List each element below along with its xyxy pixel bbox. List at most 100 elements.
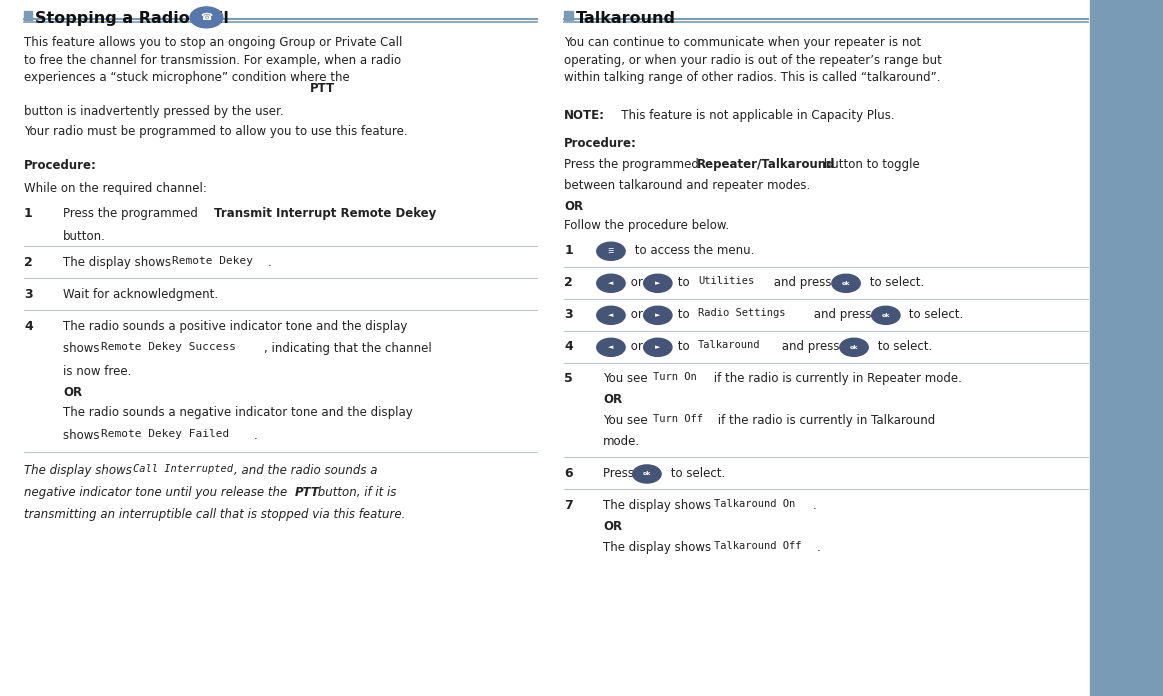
Text: 1: 1 — [24, 207, 33, 221]
Text: The radio sounds a positive indicator tone and the display: The radio sounds a positive indicator to… — [63, 320, 407, 333]
Text: Your radio must be programmed to allow you to use this feature.: Your radio must be programmed to allow y… — [24, 125, 407, 139]
Circle shape — [633, 465, 661, 483]
Circle shape — [832, 274, 861, 292]
Text: Remote Dekey: Remote Dekey — [172, 256, 254, 266]
Text: Receiving and Making Calls: Receiving and Making Calls — [1119, 225, 1137, 471]
Circle shape — [190, 7, 223, 28]
Text: Turn On: Turn On — [654, 372, 697, 382]
Text: if the radio is currently in Talkaround: if the radio is currently in Talkaround — [714, 414, 936, 427]
Text: to select.: to select. — [873, 340, 932, 354]
Text: 1: 1 — [564, 244, 573, 258]
Circle shape — [643, 338, 672, 356]
Text: Procedure:: Procedure: — [24, 159, 97, 172]
Text: shows: shows — [63, 342, 104, 356]
Circle shape — [597, 274, 626, 292]
Text: to: to — [675, 276, 693, 290]
Text: Remote Dekey Failed: Remote Dekey Failed — [101, 429, 229, 438]
Text: You see: You see — [604, 372, 651, 386]
Text: The display shows: The display shows — [24, 464, 136, 477]
Text: ►: ► — [655, 345, 661, 350]
Text: if the radio is currently in Repeater mode.: if the radio is currently in Repeater mo… — [711, 372, 962, 386]
Text: ◄: ◄ — [608, 313, 614, 318]
Text: to: to — [675, 340, 693, 354]
Text: ☰: ☰ — [608, 248, 614, 254]
Text: Press: Press — [604, 467, 638, 480]
Text: Remote Dekey Success: Remote Dekey Success — [101, 342, 236, 352]
Text: This feature is not applicable in Capacity Plus.: This feature is not applicable in Capaci… — [609, 109, 894, 122]
Text: .: . — [813, 499, 816, 512]
Text: Radio Settings: Radio Settings — [698, 308, 786, 318]
Circle shape — [597, 306, 626, 324]
Text: NOTE:: NOTE: — [564, 109, 605, 122]
Text: While on the required channel:: While on the required channel: — [24, 182, 207, 196]
Text: You can continue to communicate when your repeater is not
operating, or when you: You can continue to communicate when you… — [564, 36, 942, 84]
Text: Turn Off: Turn Off — [654, 414, 704, 424]
Text: The radio sounds a negative indicator tone and the display: The radio sounds a negative indicator to… — [63, 406, 413, 420]
Text: .: . — [254, 429, 258, 442]
Circle shape — [643, 274, 672, 292]
Text: OR: OR — [564, 200, 583, 213]
Text: .: . — [816, 541, 821, 554]
Circle shape — [872, 306, 900, 324]
Text: ◄: ◄ — [608, 345, 614, 350]
Text: ok: ok — [882, 313, 890, 318]
Text: to access the menu.: to access the menu. — [630, 244, 754, 258]
Text: mode.: mode. — [604, 435, 641, 448]
Text: Talkaround On: Talkaround On — [714, 499, 795, 509]
Text: and press: and press — [778, 340, 843, 354]
Text: Follow the procedure below.: Follow the procedure below. — [564, 219, 729, 232]
Text: 4: 4 — [564, 340, 573, 354]
Text: Wait for acknowledgment.: Wait for acknowledgment. — [63, 288, 219, 301]
Text: ◄: ◄ — [608, 280, 614, 286]
Text: OR: OR — [604, 393, 622, 406]
Text: PTT: PTT — [309, 82, 335, 95]
Circle shape — [643, 306, 672, 324]
Text: to: to — [675, 308, 693, 322]
Text: Talkaround Off: Talkaround Off — [714, 541, 802, 551]
Text: negative indicator tone until you release the: negative indicator tone until you releas… — [24, 486, 291, 499]
Text: 6: 6 — [564, 467, 572, 480]
Text: or: or — [627, 308, 647, 322]
Text: 5: 5 — [564, 372, 573, 386]
Circle shape — [597, 338, 626, 356]
Text: button, if it is: button, if it is — [314, 486, 397, 499]
Text: PTT: PTT — [294, 486, 319, 499]
Text: button is inadvertently pressed by the user.: button is inadvertently pressed by the u… — [24, 105, 284, 118]
Text: or: or — [627, 340, 647, 354]
Bar — [564, 11, 572, 20]
Circle shape — [840, 338, 869, 356]
Text: ☎: ☎ — [200, 13, 213, 22]
Text: 7: 7 — [564, 499, 573, 512]
Text: shows: shows — [63, 429, 104, 442]
Text: The display shows: The display shows — [604, 541, 715, 554]
Text: 4: 4 — [24, 320, 33, 333]
Text: ok: ok — [643, 471, 651, 477]
Text: Talkaround: Talkaround — [576, 11, 676, 26]
Text: is now free.: is now free. — [63, 365, 131, 378]
Text: Press the programmed: Press the programmed — [564, 158, 702, 171]
Circle shape — [597, 242, 626, 260]
Text: 25: 25 — [1110, 644, 1144, 668]
Text: 3: 3 — [564, 308, 572, 322]
Text: 2: 2 — [564, 276, 573, 290]
Text: to select.: to select. — [865, 276, 923, 290]
Text: Repeater/Talkaround: Repeater/Talkaround — [697, 158, 835, 171]
Text: 3: 3 — [24, 288, 33, 301]
Text: Talkaround: Talkaround — [698, 340, 761, 350]
Text: transmitting an interruptible call that is stopped via this feature.: transmitting an interruptible call that … — [24, 508, 406, 521]
Text: The display shows: The display shows — [63, 256, 176, 269]
Text: Transmit Interrupt Remote Dekey: Transmit Interrupt Remote Dekey — [214, 207, 436, 221]
Text: The display shows: The display shows — [604, 499, 715, 512]
Text: Call Interrupted: Call Interrupted — [133, 464, 233, 473]
Text: OR: OR — [604, 520, 622, 533]
Text: to select.: to select. — [666, 467, 725, 480]
Text: 2: 2 — [24, 256, 33, 269]
Text: ►: ► — [655, 313, 661, 318]
Text: Press the programmed: Press the programmed — [63, 207, 202, 221]
Text: Utilities: Utilities — [698, 276, 755, 286]
Text: This feature allows you to stop an ongoing Group or Private Call
to free the cha: This feature allows you to stop an ongoi… — [24, 36, 402, 84]
Text: ok: ok — [842, 280, 850, 286]
Text: You see: You see — [604, 414, 651, 427]
Text: and press: and press — [770, 276, 835, 290]
Text: .: . — [269, 256, 272, 269]
